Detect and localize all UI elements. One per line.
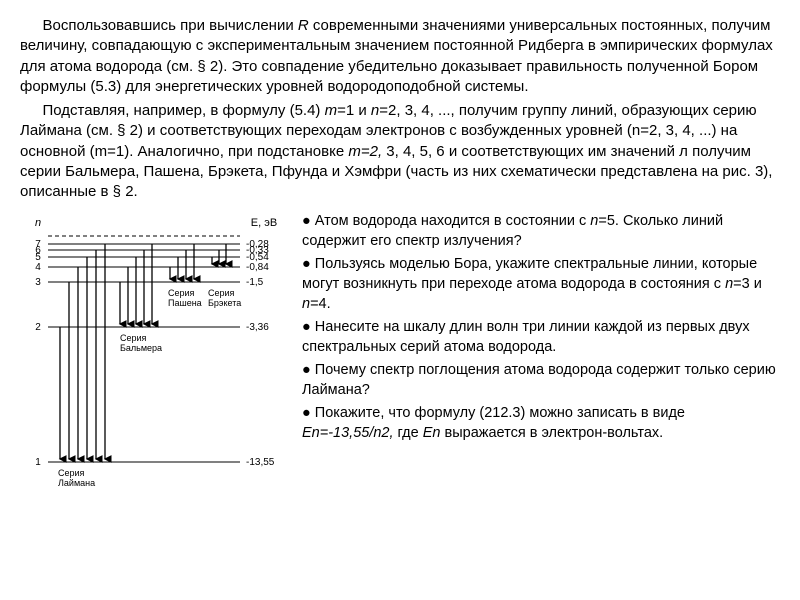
text: =3 и xyxy=(733,276,762,292)
var-n: n xyxy=(371,102,379,119)
svg-text:Лаймана: Лаймана xyxy=(58,478,95,487)
svg-text:Серия: Серия xyxy=(168,288,195,298)
svg-text:7: 7 xyxy=(35,239,41,250)
text: Воспользовавшись при вычислении xyxy=(43,17,298,34)
var-R: R xyxy=(298,17,309,34)
svg-text:-1,5: -1,5 xyxy=(246,277,264,288)
svg-text:Брэкета: Брэкета xyxy=(208,298,241,308)
paragraph-1: Воспользовавшись при вычислении R соврем… xyxy=(20,16,780,97)
text: ● Покажите, что формулу (212.3) можно за… xyxy=(302,405,685,421)
svg-text:-3,36: -3,36 xyxy=(246,322,269,333)
energy-level-diagram: nE, эВ1-13,552-3,363-1,54-0,845-0,546-0,… xyxy=(20,212,290,493)
text: выражается в электрон-вольтах. xyxy=(441,425,664,441)
svg-text:Серия: Серия xyxy=(120,333,147,343)
svg-text:-0,84: -0,84 xyxy=(246,262,269,273)
questions-list: ● Атом водорода находится в состоянии с … xyxy=(302,212,780,447)
question-5: ● Покажите, что формулу (212.3) можно за… xyxy=(302,404,780,443)
svg-text:-13,55: -13,55 xyxy=(246,457,275,468)
svg-text:Пашена: Пашена xyxy=(168,298,202,308)
svg-text:2: 2 xyxy=(35,322,41,333)
question-1: ● Атом водорода находится в состоянии с … xyxy=(302,212,780,251)
svg-text:-0,28: -0,28 xyxy=(246,239,269,250)
var-n: n xyxy=(302,296,310,312)
svg-text:4: 4 xyxy=(35,262,41,273)
svg-text:E, эВ: E, эВ xyxy=(251,217,277,229)
svg-text:n: n xyxy=(35,217,41,229)
question-4: ● Почему спектр поглощения атома водород… xyxy=(302,361,780,400)
paragraph-2: Подставляя, например, в формулу (5.4) m=… xyxy=(20,101,780,202)
svg-text:3: 3 xyxy=(35,277,41,288)
text: =1 и xyxy=(337,102,371,119)
question-2: ● Пользуясь моделью Бора, укажите спектр… xyxy=(302,255,780,314)
text: ● Пользуясь моделью Бора, укажите спектр… xyxy=(302,256,757,292)
var-En: En xyxy=(423,425,441,441)
svg-text:Серия: Серия xyxy=(208,288,235,298)
svg-text:Серия: Серия xyxy=(58,468,85,478)
var-n: n xyxy=(725,276,733,292)
svg-text:1: 1 xyxy=(35,457,41,468)
question-3: ● Нанесите на шкалу длин волн три линии … xyxy=(302,318,780,357)
var-m2: m=2, xyxy=(348,143,382,160)
text: Подставляя, например, в формулу (5.4) xyxy=(43,102,325,119)
text: =4. xyxy=(310,296,331,312)
var-m: m xyxy=(325,102,338,119)
svg-text:Бальмера: Бальмера xyxy=(120,343,162,353)
text: где xyxy=(394,425,423,441)
formula: En=-13,55/n2, xyxy=(302,425,394,441)
text: ● Атом водорода находится в состоянии с xyxy=(302,213,590,229)
